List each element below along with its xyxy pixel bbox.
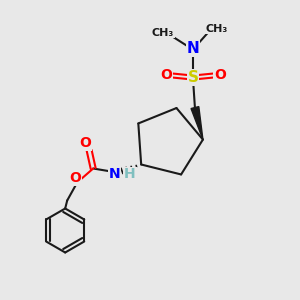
Text: O: O	[79, 136, 91, 151]
Text: CH₃: CH₃	[152, 28, 174, 38]
Text: CH₃: CH₃	[206, 24, 228, 34]
Text: H: H	[124, 167, 136, 182]
Text: N: N	[187, 41, 199, 56]
Polygon shape	[191, 106, 203, 140]
Text: O: O	[160, 68, 172, 82]
Text: O: O	[69, 172, 81, 185]
Text: N: N	[109, 167, 120, 182]
Text: S: S	[188, 70, 198, 85]
Text: O: O	[214, 68, 226, 82]
